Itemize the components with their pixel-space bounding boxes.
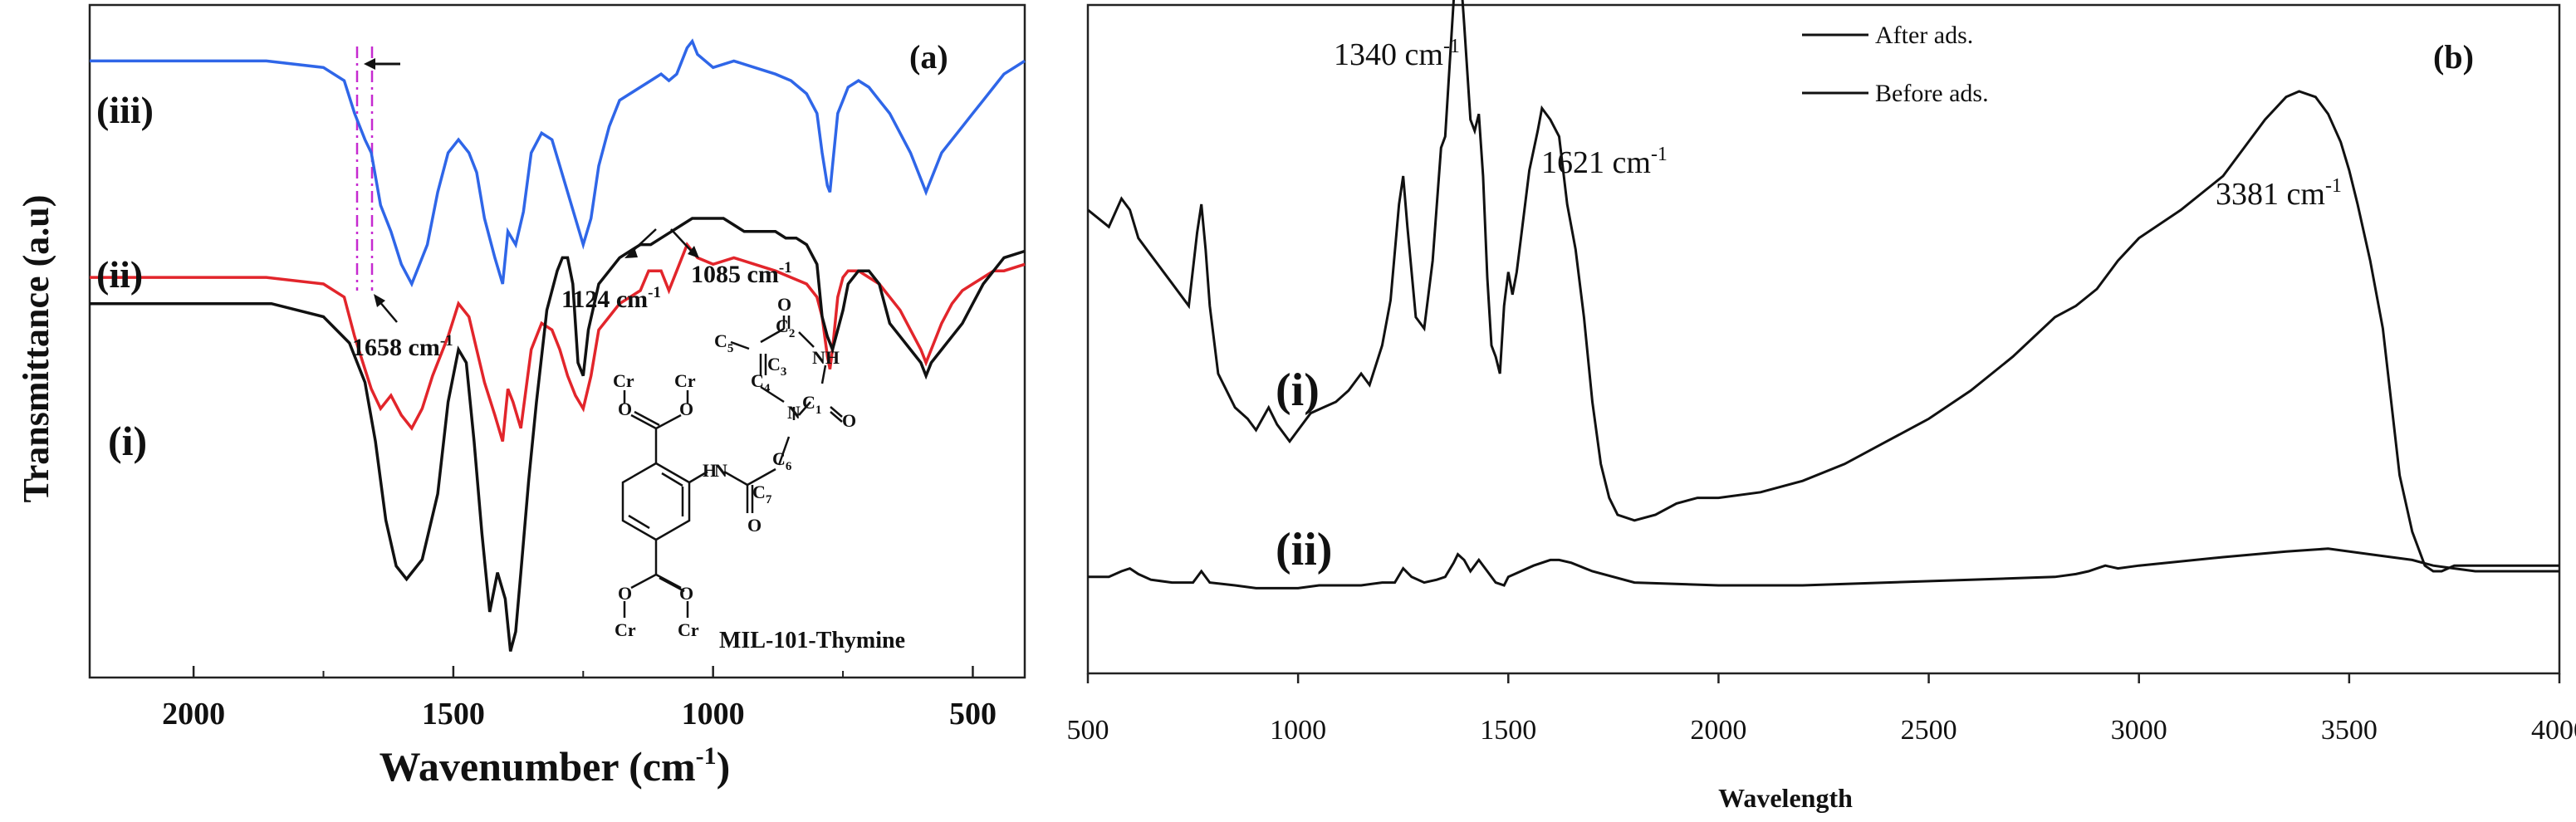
annotation-1124: 1124 cm-1 [561,228,661,313]
shift-arrow [364,58,400,70]
panel-b-frame [1086,3,2561,675]
svg-text:H: H [703,460,717,481]
panel-b-x-tick-label: 500 [1067,715,1109,746]
molecule-labels: Cr Cr O O Cr Cr O O H N O C7 C6 N C4 C3 … [613,294,856,640]
svg-text:1124 cm-1: 1124 cm-1 [561,284,661,313]
panel-a: (a) 2000 1500 1000 500 Transmittance (a.u) … [16,3,1026,790]
panel-a-frame [88,3,1026,679]
panel-b-x-tick-label: 3000 [2111,715,2167,746]
label-b-ii: (ii) [1276,524,1332,575]
svg-text:NH: NH [812,347,840,368]
svg-text:O: O [618,583,632,604]
panel-b-x-tick-label: 4000 [2531,715,2576,746]
svg-text:C1: C1 [802,392,821,417]
label-ii: (ii) [96,253,143,296]
panel-a-x-tick-label: 2000 [162,697,225,731]
panel-a-x-ticks [192,666,974,678]
panel-a-y-axis-label: Transmittance (a.u) [16,195,56,503]
panel-b-x-tick-label: 1500 [1480,715,1536,746]
structure-name: MIL-101-Thymine [719,628,905,653]
panel-b-x-tick-label: 2500 [1901,715,1957,746]
panel-b: (b) 500 1000 1500 2000 2500 3000 3500 4000 Wave… [1067,0,2576,813]
svg-text:O: O [842,410,856,431]
spectrum-iii-line [90,38,1026,288]
molecule-structure [621,316,843,618]
annotation-1085: 1085 cm-1 [670,228,792,288]
panel-a-x-tick-label: 1000 [682,697,745,731]
svg-text:1658 cm-1: 1658 cm-1 [352,332,453,361]
spectrum-b-i-line [1087,0,2559,573]
svg-text:Cr: Cr [674,370,696,391]
panel-a-x-tick-label: 500 [949,697,997,731]
svg-text:C3: C3 [767,354,786,379]
svg-text:N: N [714,460,727,481]
svg-text:O: O [747,515,762,536]
svg-text:Cr: Cr [613,370,634,391]
svg-text:C7: C7 [752,482,772,506]
svg-text:O: O [679,399,693,419]
svg-text:Cr: Cr [678,619,699,640]
spectrum-ii-line [90,242,1026,443]
svg-text:O: O [777,294,791,315]
svg-text:Cr: Cr [615,619,636,640]
annotation-3381: 3381 cm-1 [2216,175,2342,212]
annotation-1621: 1621 cm-1 [1541,144,1668,180]
annotation-1340: 1340 cm-1 [1334,36,1460,72]
panel-a-x-axis-label: Wavenumber (cm-1) [380,742,731,790]
svg-text:C5: C5 [714,330,733,355]
label-b-i: (i) [1276,365,1320,416]
panel-b-x-tick-labels: 500 1000 1500 2000 2500 3000 3500 4000 [1067,715,2576,746]
svg-text:C6: C6 [772,448,792,473]
panel-b-x-tick-label: 2000 [1690,715,1746,746]
panel-a-x-tick-labels: 2000 1500 1000 500 [162,697,997,731]
legend-label-before: Before ads. [1875,80,1989,107]
legend: After ads. Before ads. [1802,22,1989,107]
panel-b-x-ticks [1086,673,2561,683]
spectrum-i-line [90,217,1026,652]
svg-text:1085 cm-1: 1085 cm-1 [691,259,792,288]
label-iii: (iii) [96,89,154,131]
panel-a-x-tick-label: 1500 [422,697,485,731]
svg-text:C4: C4 [751,370,771,395]
panel-b-x-axis-label: Wavelength [1718,783,1853,813]
panel-b-x-tick-label: 3500 [2321,715,2378,746]
svg-text:C2: C2 [776,316,795,340]
label-i: (i) [108,418,147,464]
annotation-1658: 1658 cm-1 [352,294,453,361]
spectrum-b-ii-line [1088,547,2559,590]
panel-b-x-tick-label: 1000 [1270,715,1326,746]
legend-label-after: After ads. [1875,22,1973,49]
svg-text:N: N [787,402,801,423]
panel-a-label: (a) [909,38,948,76]
panel-b-label: (b) [2433,38,2474,76]
svg-text:O: O [618,399,632,419]
svg-text:O: O [679,583,693,604]
